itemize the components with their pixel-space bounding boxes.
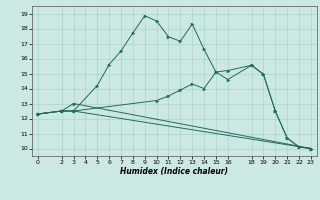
X-axis label: Humidex (Indice chaleur): Humidex (Indice chaleur) xyxy=(120,167,228,176)
